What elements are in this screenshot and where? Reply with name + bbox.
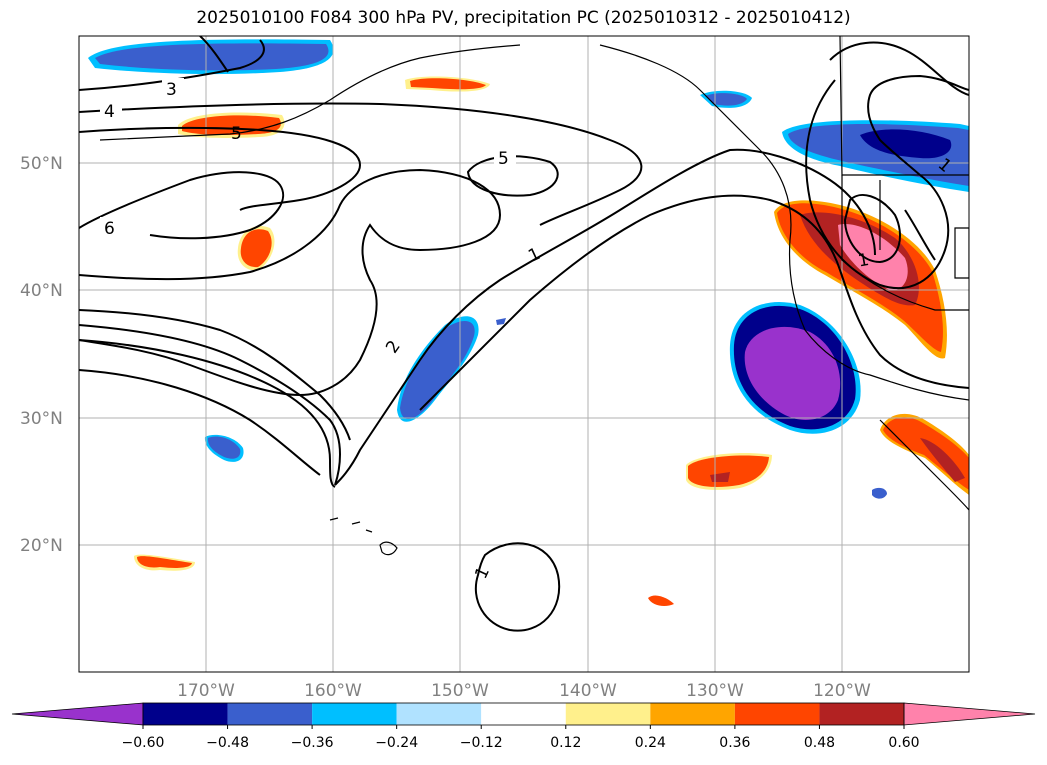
colorbar-segment — [481, 703, 566, 725]
map-title: 2025010100 F084 300 hPa PV, precipitatio… — [196, 8, 851, 28]
colorbar-segment — [565, 703, 651, 725]
contour-label-5a: 5 — [231, 124, 242, 144]
latitude-labels: 50°N 40°N 30°N 20°N — [20, 154, 63, 556]
colorbar-segment — [312, 703, 397, 725]
colorbar-tick-label: 0.24 — [635, 735, 666, 751]
colorbar-tick-label: 0.48 — [804, 735, 835, 751]
colorbar-tick-label: −0.24 — [375, 735, 418, 751]
colorbar-segment — [227, 703, 313, 725]
lon-label-160w: 160°W — [304, 681, 362, 701]
coastlines — [99, 36, 969, 556]
colorbar-tick-label: −0.60 — [122, 735, 165, 751]
colorbar-tick-label: −0.12 — [460, 735, 503, 751]
lat-label-40n: 40°N — [20, 281, 63, 301]
contour-label-2: 2 — [382, 337, 405, 357]
precip-positive-shading — [134, 76, 969, 606]
colorbar-tick-label: 0.60 — [888, 735, 919, 751]
lon-label-170w: 170°W — [177, 681, 235, 701]
contour-label-5b: 5 — [498, 149, 509, 169]
colorbar-segment — [396, 703, 482, 725]
lat-label-20n: 20°N — [20, 536, 63, 556]
pv-contours — [79, 36, 969, 632]
colorbar-segment — [734, 703, 820, 725]
lon-label-120w: 120°W — [813, 681, 871, 701]
contour-label-3: 3 — [166, 80, 177, 100]
colorbar-segment — [143, 703, 228, 725]
colorbar-tick-label: 0.36 — [719, 735, 750, 751]
colorbar-tick-label: −0.48 — [206, 735, 249, 751]
colorbar-tick-label: −0.36 — [291, 735, 334, 751]
contour-label-4: 4 — [104, 102, 115, 122]
contour-label-1c: 1 — [856, 250, 870, 272]
lat-label-50n: 50°N — [20, 154, 63, 174]
contour-label-6: 6 — [104, 219, 115, 239]
precip-negative-shading — [88, 39, 969, 499]
colorbar-extend-max — [903, 702, 1036, 726]
map-area: 3 4 5 5 6 1 2 1 1 1 — [79, 36, 969, 672]
contour-label-1b: 1 — [471, 564, 494, 582]
map-gridlines — [79, 36, 969, 672]
lon-label-140w: 140°W — [559, 681, 617, 701]
map-frame — [78, 35, 970, 673]
lat-label-30n: 30°N — [20, 409, 63, 429]
lon-label-130w: 130°W — [686, 681, 744, 701]
colorbar-extend-min — [11, 702, 144, 726]
colorbar-segment — [819, 703, 904, 725]
colorbar: −0.60 −0.48 −0.36 −0.24 −0.12 0.12 0.24 0.36 0.4… — [11, 702, 1036, 751]
colorbar-tick-label: 0.12 — [550, 735, 581, 751]
lon-label-150w: 150°W — [431, 681, 489, 701]
colorbar-segment — [650, 703, 735, 725]
longitude-labels: 170°W 160°W 150°W 140°W 130°W 120°W — [177, 681, 871, 701]
